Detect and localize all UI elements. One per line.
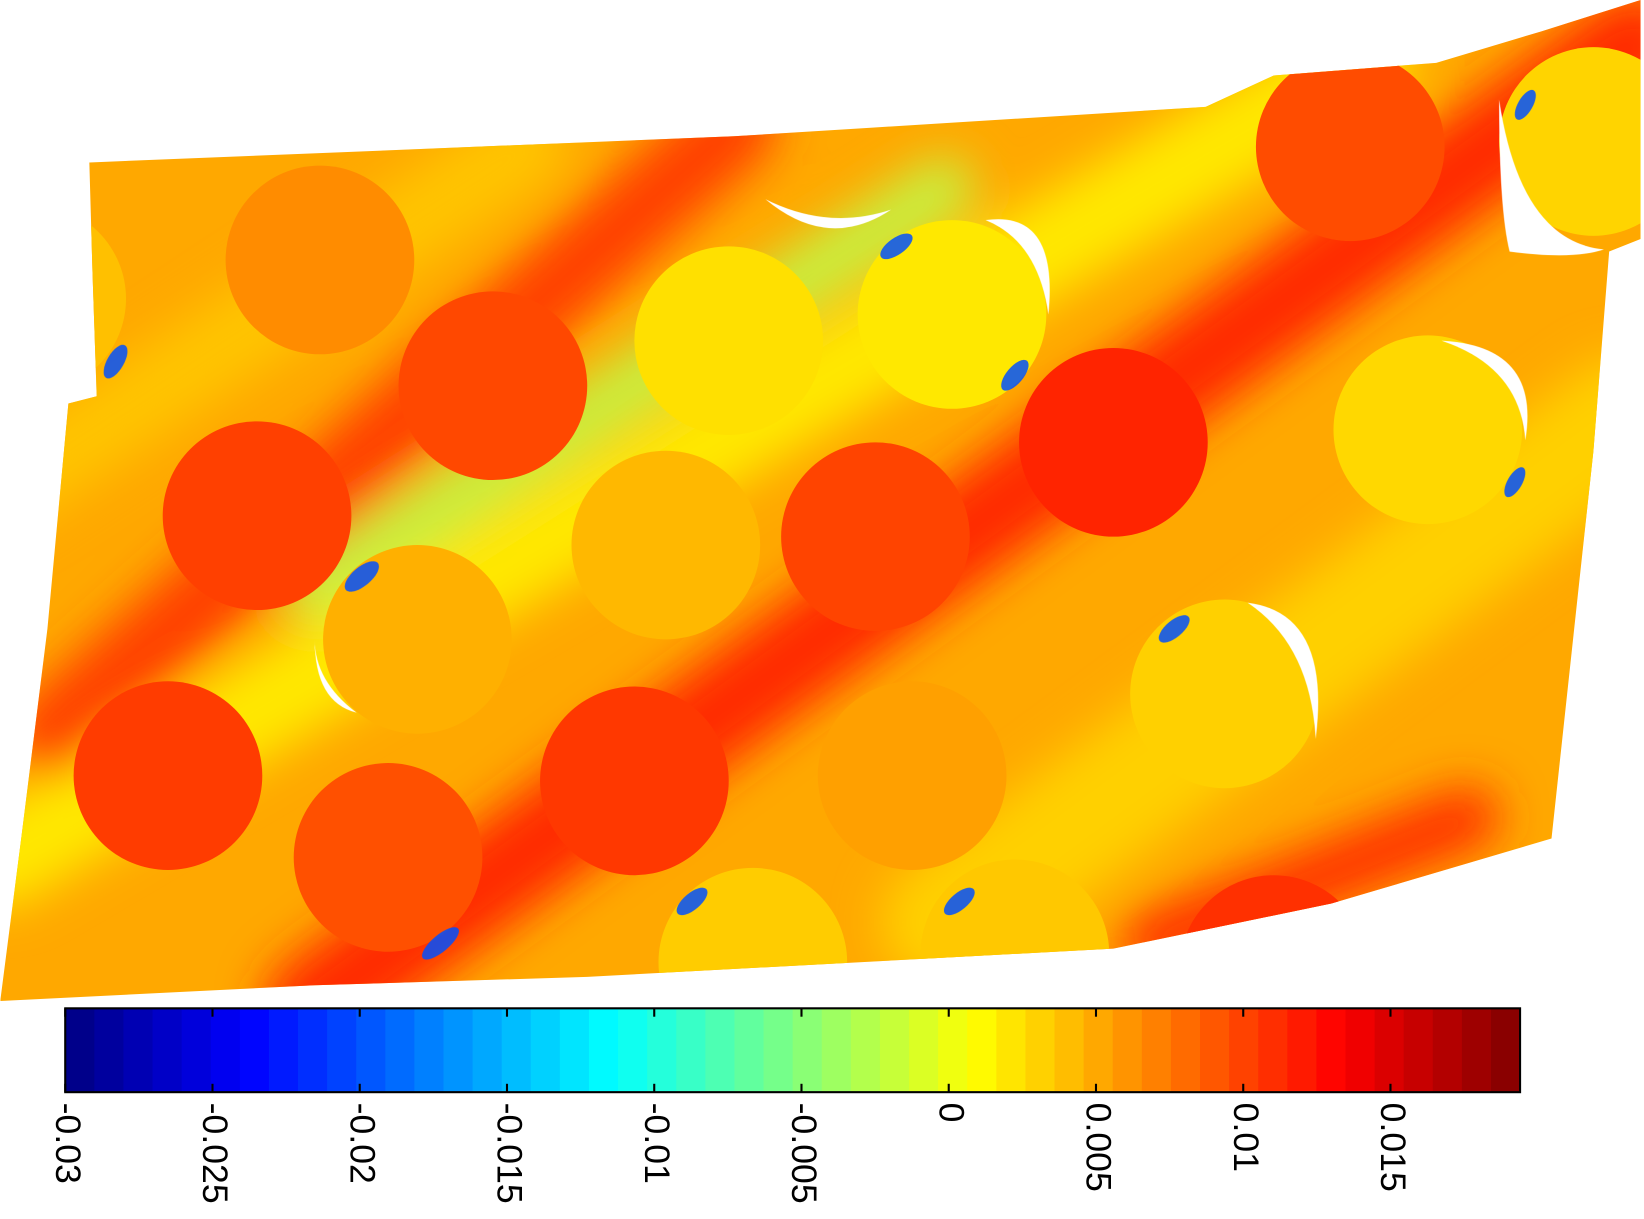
tick-label: 0.01 [1226,1103,1266,1172]
colorbar-step [298,1008,328,1093]
colorbar-step [996,1008,1027,1093]
colorbar-step [1461,1008,1492,1093]
colorbar-step [239,1008,270,1093]
colorbar-step [967,1008,997,1093]
colorbar-step [1200,1008,1230,1093]
colorbar-step [559,1008,590,1093]
colorbar-step [1054,1008,1085,1093]
colorbar: -0.03 -0.025 -0.02 -0.015 -0.01 -0.005 0 0.005 0… [48,1008,1521,1204]
colorbar-step [1112,1008,1143,1093]
colorbar-fill [65,1008,1521,1093]
colorbar-step [1287,1008,1318,1093]
colorbar-step [530,1008,561,1093]
tick-label: 0 [931,1103,971,1123]
colorbar-step [94,1008,125,1093]
colorbar-step [588,1008,619,1093]
colorbar-step [1374,1008,1405,1093]
colorbar-step [65,1008,95,1093]
tick-label: -0.03 [48,1103,88,1184]
colorbar-step [1141,1008,1172,1093]
colorbar-step [879,1008,910,1093]
colorbar-step [734,1008,765,1093]
colorbar-step [268,1008,299,1093]
tick-label: -0.01 [637,1103,677,1184]
colorbar-step [1025,1008,1056,1093]
tick-label: -0.005 [784,1103,824,1204]
colorbar-step [1170,1008,1201,1093]
tick-label: -0.025 [195,1103,235,1204]
colorbar-step [938,1008,968,1093]
colorbar-step [181,1008,212,1093]
colorbar-step [705,1008,736,1093]
colorbar-step [1316,1008,1347,1093]
colorbar-step [152,1008,183,1093]
colorbar-step [909,1008,939,1093]
tick-label: 0.005 [1079,1103,1119,1192]
colorbar-step [1083,1008,1114,1093]
colorbar-step [414,1008,445,1093]
colorbar-step [356,1008,386,1093]
field [0,0,1641,1001]
colorbar-step [385,1008,416,1093]
colorbar-step [210,1008,241,1093]
colorbar-step [850,1008,881,1093]
colorbar-step [763,1008,794,1093]
tick-label: -0.015 [490,1103,530,1204]
colorbar-step [1490,1008,1521,1093]
colorbar-step [327,1008,357,1093]
colorbar-step [792,1008,823,1093]
tick-label: -0.02 [342,1103,382,1184]
colorbar-step [618,1008,648,1093]
colorbar-step [472,1008,503,1093]
colorbar-step [443,1008,474,1093]
colorbar-frame [64,1007,1522,1094]
colorbar-step [1258,1008,1288,1093]
colorbar-step [647,1008,677,1093]
tick-label: 0.015 [1373,1103,1413,1192]
colorbar-step [1432,1008,1463,1093]
colorbar-step [1229,1008,1259,1093]
colorbar-step [1403,1008,1434,1093]
colorbar-step [1345,1008,1376,1093]
colorbar-step [821,1008,852,1093]
colorbar-step [676,1008,706,1093]
colorbar-step [501,1008,532,1093]
colorbar-step [123,1008,154,1093]
